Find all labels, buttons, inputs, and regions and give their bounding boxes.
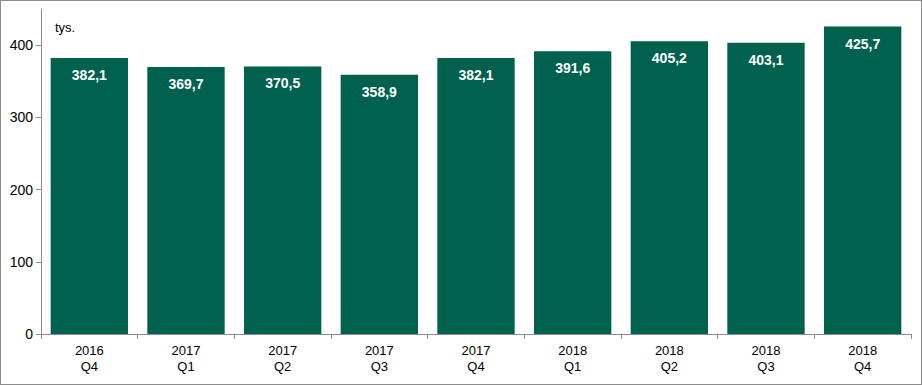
svg-text:2017: 2017: [462, 343, 491, 358]
svg-text:Q1: Q1: [177, 359, 194, 374]
svg-text:100: 100: [10, 254, 34, 270]
svg-text:Q4: Q4: [854, 359, 871, 374]
svg-text:2016: 2016: [75, 343, 104, 358]
svg-text:300: 300: [10, 109, 34, 125]
svg-text:391,6: 391,6: [555, 60, 590, 76]
svg-text:Q2: Q2: [274, 359, 291, 374]
svg-text:425,7: 425,7: [845, 36, 880, 52]
svg-text:Q2: Q2: [661, 359, 678, 374]
svg-text:358,9: 358,9: [362, 84, 397, 100]
svg-text:403,1: 403,1: [748, 52, 783, 68]
svg-text:2018: 2018: [752, 343, 781, 358]
svg-text:2017: 2017: [268, 343, 297, 358]
svg-text:2018: 2018: [558, 343, 587, 358]
svg-text:2018: 2018: [848, 343, 877, 358]
svg-text:Q1: Q1: [564, 359, 581, 374]
svg-text:382,1: 382,1: [72, 67, 107, 83]
svg-text:2018: 2018: [655, 343, 684, 358]
svg-text:370,5: 370,5: [265, 75, 300, 91]
svg-text:Q4: Q4: [467, 359, 484, 374]
svg-text:Q3: Q3: [371, 359, 388, 374]
svg-text:400: 400: [10, 37, 34, 53]
svg-text:405,2: 405,2: [652, 50, 687, 66]
svg-text:Q3: Q3: [757, 359, 774, 374]
svg-text:2017: 2017: [172, 343, 201, 358]
svg-text:Q4: Q4: [81, 359, 98, 374]
svg-text:369,7: 369,7: [168, 76, 203, 92]
svg-text:0: 0: [25, 326, 33, 342]
svg-text:tys.: tys.: [55, 20, 75, 35]
svg-text:382,1: 382,1: [458, 67, 493, 83]
svg-text:200: 200: [10, 182, 34, 198]
svg-text:2017: 2017: [365, 343, 394, 358]
